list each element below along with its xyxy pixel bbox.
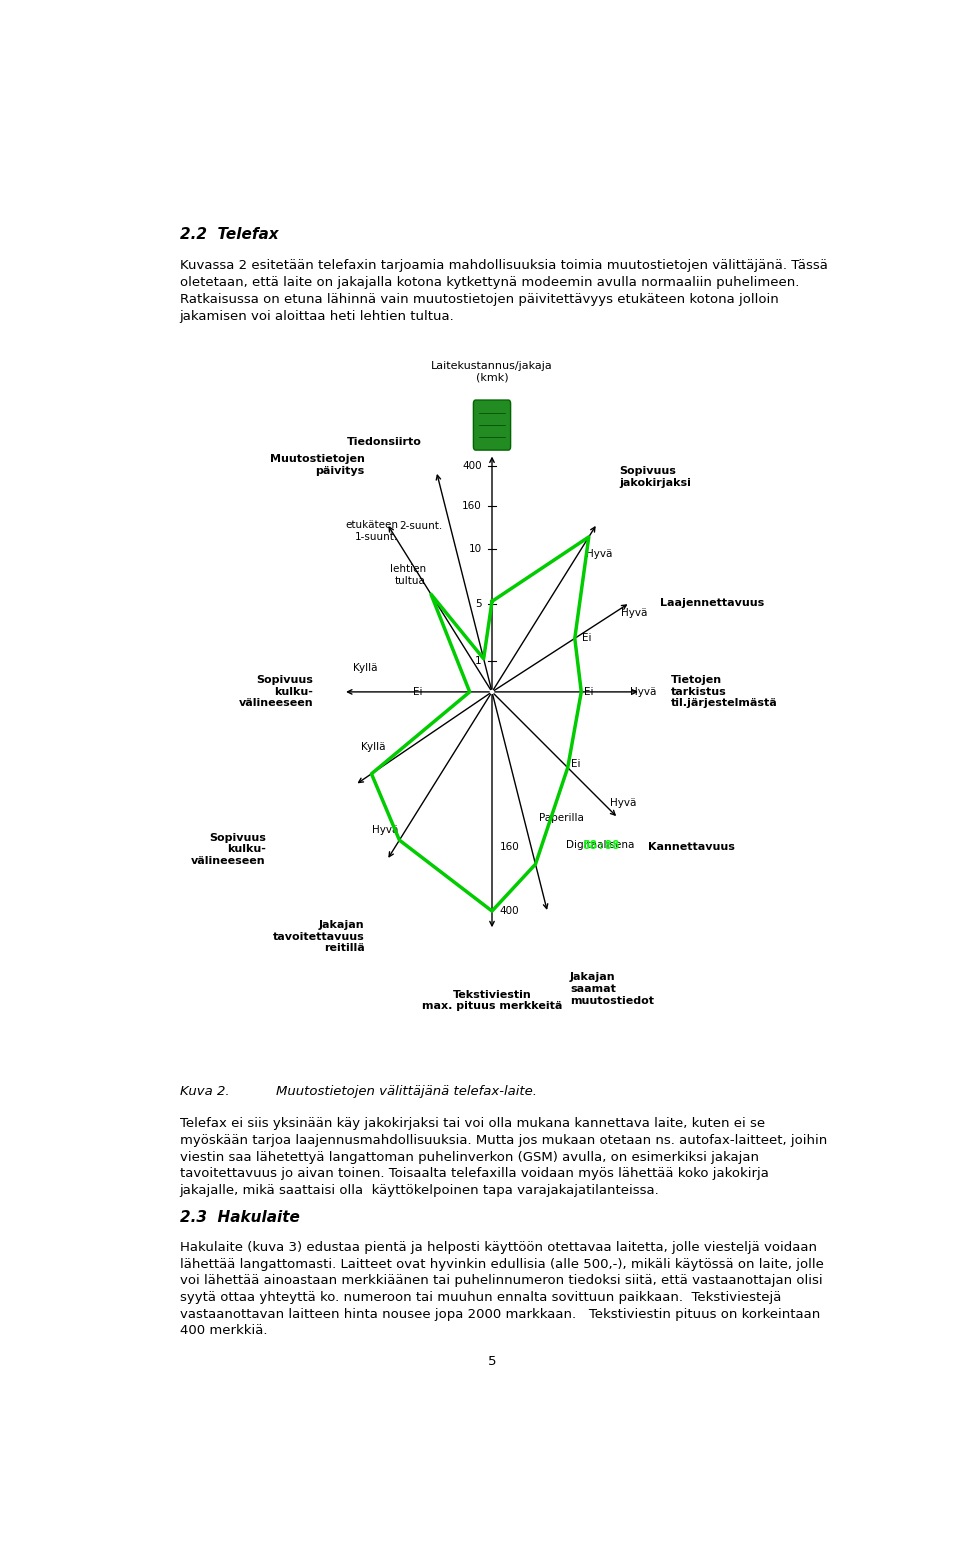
Text: Ei: Ei: [582, 633, 591, 644]
Text: lehtien
tultua: lehtien tultua: [390, 565, 425, 586]
Text: 10: 10: [468, 545, 482, 554]
Text: Hakulaite (kuva 3) edustaa pientä ja helposti käyttöön otettavaa laitetta, jolle: Hakulaite (kuva 3) edustaa pientä ja hel…: [180, 1241, 817, 1255]
Text: Tekstiviestin
max. pituus merkkeitä: Tekstiviestin max. pituus merkkeitä: [421, 990, 563, 1012]
Text: Tietojen
tarkistus
til.järjestelmästä: Tietojen tarkistus til.järjestelmästä: [670, 676, 778, 709]
Text: myöskään tarjoa laajennusmahdollisuuksia. Mutta jos mukaan otetaan ns. autofax-l: myöskään tarjoa laajennusmahdollisuuksia…: [180, 1134, 827, 1146]
Text: Muutostietojen
päivitys: Muutostietojen päivitys: [270, 455, 365, 476]
Text: Ei: Ei: [413, 687, 422, 696]
Text: Hyvä: Hyvä: [372, 825, 398, 835]
Text: 5: 5: [475, 599, 482, 610]
Text: Telefax ei siis yksinään käy jakokirjaksi tai voi olla mukana kannettava laite, : Telefax ei siis yksinään käy jakokirjaks…: [180, 1117, 765, 1131]
Text: Laajennettavuus: Laajennettavuus: [660, 597, 764, 608]
Text: Hyvä: Hyvä: [611, 798, 636, 808]
Text: Digitaalisena: Digitaalisena: [566, 840, 635, 849]
Text: 400: 400: [499, 907, 519, 916]
FancyBboxPatch shape: [473, 401, 511, 450]
Text: Hyvä: Hyvä: [631, 687, 657, 696]
Text: 160: 160: [499, 842, 519, 852]
Text: Kyllä: Kyllä: [353, 664, 377, 673]
Text: Kuva 2.: Kuva 2.: [180, 1084, 229, 1098]
Text: Kuvassa 2 esitetään telefaxin tarjoamia mahdollisuuksia toimia muutostietojen vä: Kuvassa 2 esitetään telefaxin tarjoamia …: [180, 260, 828, 272]
Text: Ratkaisussa on etuna lähinnä vain muutostietojen päivitettävyys etukäteen kotona: Ratkaisussa on etuna lähinnä vain muutos…: [180, 292, 779, 306]
Text: vastaanottavan laitteen hinta nousee jopa 2000 markkaan.   Tekstiviestin pituus : vastaanottavan laitteen hinta nousee jop…: [180, 1307, 820, 1321]
Text: Muutostietojen välittäjänä telefax-laite.: Muutostietojen välittäjänä telefax-laite…: [276, 1084, 538, 1098]
Text: 88:88: 88:88: [583, 838, 620, 851]
Text: Jakajan
tavoitettavuus
reitillä: Jakajan tavoitettavuus reitillä: [273, 920, 365, 953]
Text: Sopivuus
kulku-
välineeseen: Sopivuus kulku- välineeseen: [191, 832, 266, 866]
Text: Tiedonsiirto: Tiedonsiirto: [347, 438, 421, 447]
Text: Ei: Ei: [585, 687, 593, 696]
Text: 2-suunt.: 2-suunt.: [399, 521, 443, 531]
Text: Hyvä: Hyvä: [621, 608, 647, 619]
Text: oletetaan, että laite on jakajalla kotona kytkettynä modeemin avulla normaaliin : oletetaan, että laite on jakajalla koton…: [180, 277, 799, 289]
Text: Hyvä: Hyvä: [586, 549, 612, 558]
Text: jakamisen voi aloittaa heti lehtien tultua.: jakamisen voi aloittaa heti lehtien tult…: [180, 309, 454, 322]
Text: 5: 5: [488, 1355, 496, 1369]
Text: Sopivuus
kulku-
välineeseen: Sopivuus kulku- välineeseen: [239, 676, 313, 709]
Text: voi lähettää ainoastaan merkkiäänen tai puhelinnumeron tiedoksi siitä, että vast: voi lähettää ainoastaan merkkiäänen tai …: [180, 1275, 822, 1287]
Text: 160: 160: [462, 501, 482, 511]
Text: Kannettavuus: Kannettavuus: [648, 842, 734, 852]
Text: 400 merkkiä.: 400 merkkiä.: [180, 1324, 267, 1338]
Text: Sopivuus
jakokirjaksi: Sopivuus jakokirjaksi: [619, 466, 691, 487]
Text: jakajalle, mikä saattaisi olla  käyttökelpoinen tapa varajakajatilanteissa.: jakajalle, mikä saattaisi olla käyttökel…: [180, 1183, 660, 1197]
Text: 400: 400: [462, 461, 482, 470]
Text: Ei: Ei: [571, 760, 581, 769]
Text: Kyllä: Kyllä: [362, 743, 386, 752]
Text: Paperilla: Paperilla: [539, 812, 584, 823]
Text: syytä ottaa yhteyttä ko. numeroon tai muuhun ennalta sovittuun paikkaan.  Teksti: syytä ottaa yhteyttä ko. numeroon tai mu…: [180, 1292, 780, 1304]
Text: viestin saa lähetettyä langattoman puhelinverkon (GSM) avulla, on esimerkiksi ja: viestin saa lähetettyä langattoman puhel…: [180, 1151, 758, 1163]
Text: Laitekustannus/jakaja
(kmk): Laitekustannus/jakaja (kmk): [431, 360, 553, 382]
Text: tavoitettavuus jo aivan toinen. Toisaalta telefaxilla voidaan myös lähettää koko: tavoitettavuus jo aivan toinen. Toisaalt…: [180, 1166, 768, 1180]
Text: lähettää langattomasti. Laitteet ovat hyvinkin edullisia (alle 500,-), mikäli kä: lähettää langattomasti. Laitteet ovat hy…: [180, 1258, 824, 1270]
Text: 1: 1: [475, 656, 482, 665]
Text: Jakajan
saamat
muutostiedot: Jakajan saamat muutostiedot: [570, 973, 654, 1006]
Text: 2.2  Telefax: 2.2 Telefax: [180, 227, 278, 243]
Text: etukäteen
1-suunt.: etukäteen 1-suunt.: [346, 520, 398, 541]
Text: 2.3  Hakulaite: 2.3 Hakulaite: [180, 1210, 300, 1225]
